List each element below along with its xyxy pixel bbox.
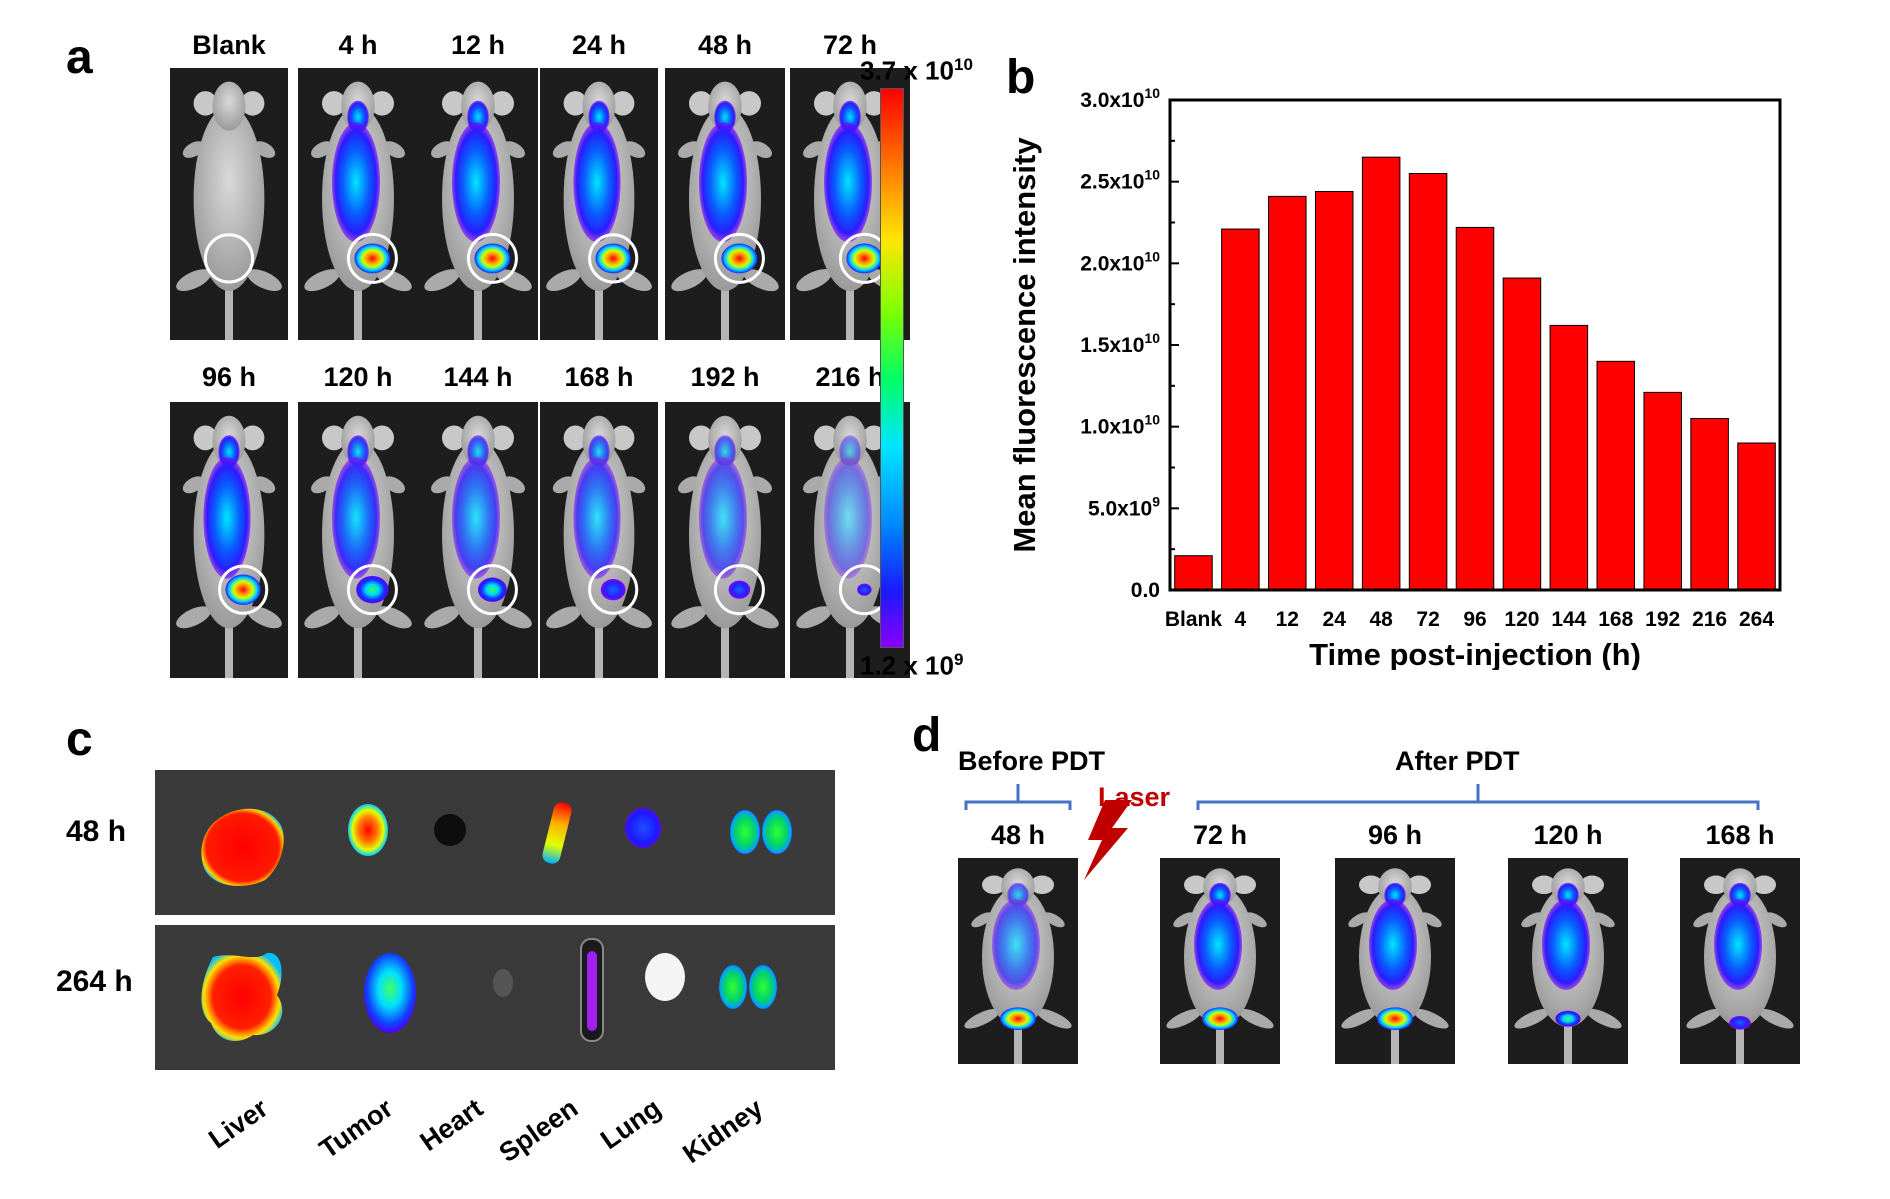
panel-a-letter: a	[66, 31, 93, 84]
time-label-row2-3: 168 h	[564, 362, 634, 392]
y-tick-label: 2.0x1010	[1080, 248, 1160, 275]
organ-tray-264h	[155, 925, 835, 1070]
pdt-time-label-1: 72 h	[1192, 820, 1248, 850]
time-label-row1-0: Blank	[192, 30, 266, 60]
laser-bolt-icon	[1084, 800, 1132, 880]
pdt-mouse-image-3	[1508, 858, 1628, 1064]
pdt-time-label-2: 96 h	[1367, 820, 1423, 850]
bar-144	[1549, 324, 1589, 591]
organ-image-48h	[201, 802, 792, 886]
x-tick-label: 4	[1235, 608, 1247, 631]
y-tick-label: 0.0	[1131, 579, 1160, 602]
organ-tray-48h	[155, 770, 835, 915]
time-label-row1-2: 12 h	[450, 30, 506, 60]
time-label-row2-1: 120 h	[323, 362, 393, 392]
time-label-row2-4: 192 h	[690, 362, 760, 392]
before-pdt-label: Before PDT	[958, 746, 1106, 776]
time-label-row1-4: 48 h	[697, 30, 753, 60]
y-tick-label: 3.0x1010	[1080, 85, 1160, 112]
pdt-mouse-image-2	[1335, 858, 1455, 1064]
bar-48	[1361, 156, 1401, 591]
bar-120	[1502, 277, 1542, 591]
y-tick-label: 5.0x109	[1088, 493, 1160, 520]
y-tick-label: 2.5x1010	[1080, 167, 1160, 194]
bar-12	[1268, 195, 1307, 591]
y-axis-label: Mean fluorescence intensity	[1007, 137, 1042, 553]
before-bracket	[964, 784, 1072, 810]
x-tick-label: 24	[1323, 608, 1347, 631]
x-tick-label: 48	[1369, 608, 1393, 631]
bar-264	[1737, 442, 1776, 591]
x-tick-label: 120	[1504, 608, 1539, 631]
x-tick-label: 192	[1645, 608, 1680, 631]
pdt-time-label-3: 120 h	[1533, 820, 1603, 850]
pdt-time-label-4: 168 h	[1705, 820, 1775, 850]
time-label-row2-2: 144 h	[443, 362, 513, 392]
x-tick-label: 72	[1416, 608, 1439, 631]
time-label-row1-5: 72 h	[822, 30, 878, 60]
x-axis-label: Time post-injection (h)	[1309, 637, 1641, 670]
mouse-image-row1-2	[418, 68, 538, 340]
panel-b-letter: b	[1006, 51, 1036, 104]
time-label-row2-0: 96 h	[201, 362, 257, 392]
mouse-image-row2-4	[665, 402, 785, 678]
colorbar-max-label: 3.7 x 1010	[860, 55, 973, 86]
panel-d-letter: d	[912, 709, 942, 762]
time-label-row1-3: 24 h	[571, 30, 627, 60]
mouse-image-row2-3	[540, 402, 658, 678]
bar-216	[1690, 418, 1729, 591]
after-bracket	[1196, 784, 1760, 810]
pdt-mouse-image-1	[1160, 858, 1280, 1064]
y-tick-label: 1.5x1010	[1080, 330, 1160, 357]
pdt-time-label-0: 48 h	[990, 820, 1046, 850]
x-tick-label: 12	[1276, 608, 1299, 631]
bar-24	[1314, 190, 1354, 591]
row-label-48h: 48 h	[66, 815, 127, 848]
time-label-row1-1: 4 h	[338, 30, 378, 60]
mouse-image-row2-1	[298, 402, 418, 678]
pdt-mouse-image-4	[1680, 858, 1800, 1064]
organ-label-liver: Liver	[203, 1092, 274, 1155]
bar-4	[1221, 228, 1260, 591]
time-label-row2-5: 216 h	[815, 362, 885, 392]
after-pdt-label: After PDT	[1395, 746, 1520, 776]
x-tick-label: 168	[1598, 608, 1633, 631]
mouse-image-row1-3	[540, 68, 658, 340]
x-tick-label: 144	[1551, 608, 1586, 631]
bar-96	[1455, 226, 1495, 591]
organ-image-264h	[201, 938, 777, 1042]
pdt-mouse-image-0	[958, 858, 1078, 1064]
x-tick-label: 96	[1463, 608, 1486, 631]
bar-192	[1643, 391, 1682, 591]
x-tick-label: 264	[1739, 608, 1774, 631]
x-tick-label: 216	[1692, 608, 1727, 631]
colorbar	[880, 88, 904, 648]
mouse-image-row1-1	[298, 68, 418, 340]
mouse-image-row2-2	[418, 402, 538, 678]
colorbar-min-label: 1.2 x 109	[860, 650, 964, 681]
x-tick-label: Blank	[1165, 608, 1223, 631]
mouse-image-row1-4	[665, 68, 785, 340]
bar-Blank	[1174, 555, 1213, 591]
y-tick-label: 1.0x1010	[1080, 412, 1160, 439]
mouse-image-row2-0	[170, 402, 288, 678]
mouse-image-row1-0	[170, 68, 288, 340]
row-label-264h: 264 h	[56, 965, 133, 998]
bar-72	[1408, 173, 1448, 591]
bar-168	[1596, 360, 1636, 591]
panel-c-letter: c	[66, 713, 93, 766]
fluorescence-bar-chart: Blank 4 12 24 48 72 96 120 144 168 192 216 264 0.0 5.0…	[1007, 85, 1782, 670]
pdt-brackets	[964, 784, 1760, 880]
